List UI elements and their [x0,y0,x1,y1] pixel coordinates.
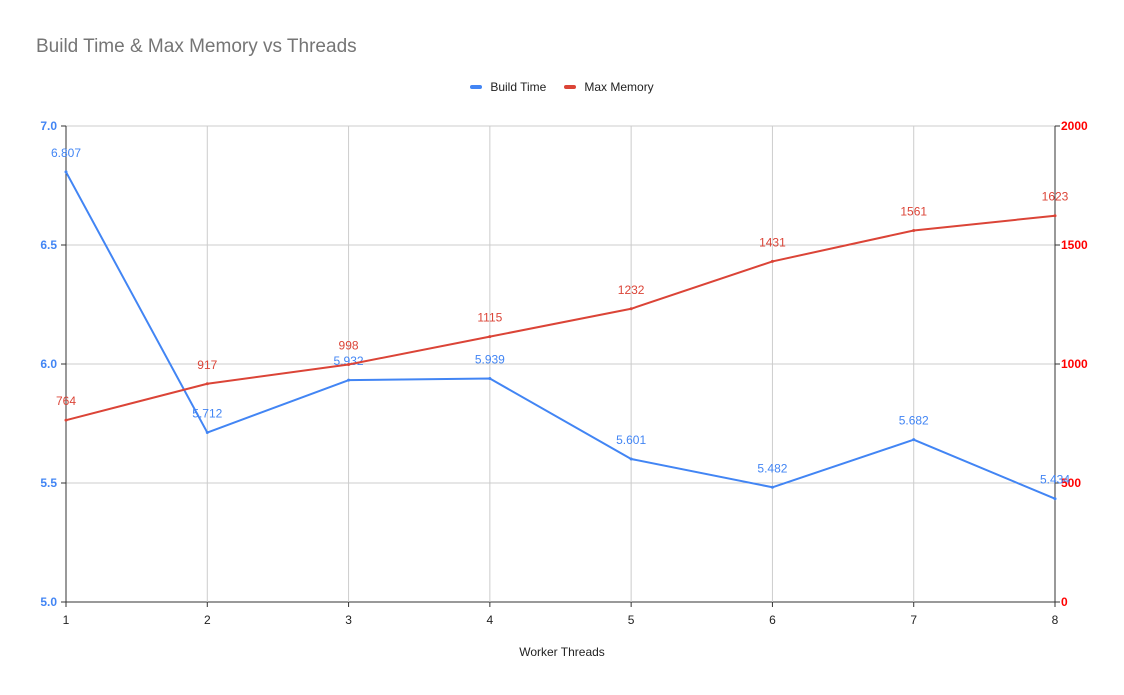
y-left-tick-label: 7.0 [40,119,57,133]
data-point [205,431,209,435]
y-left-tick-label: 6.5 [40,238,57,252]
data-point [770,485,774,489]
y-left-tick-label: 5.0 [40,595,57,609]
data-label: 5.712 [192,407,222,421]
x-tick-label: 7 [910,613,917,627]
data-point [64,418,68,422]
x-tick-label: 2 [204,613,211,627]
data-point [770,259,774,263]
y-left-tick-label: 5.5 [40,476,57,490]
data-label: 5.482 [757,461,787,475]
data-label: 1561 [900,204,927,218]
data-label: 917 [197,358,217,372]
legend-item-max-memory: Max Memory [564,80,654,94]
data-label: 5.939 [475,353,505,367]
data-point [1053,214,1057,218]
data-point [488,335,492,339]
x-tick-label: 6 [769,613,776,627]
data-label: 5.434 [1040,473,1070,487]
series-line-max-memory [65,214,1056,422]
chart-title: Build Time & Max Memory vs Threads [36,36,357,57]
data-label: 1623 [1042,190,1069,204]
y-right-tick-label: 1500 [1061,238,1088,252]
data-point [912,228,916,232]
data-label: 1232 [618,283,645,297]
x-tick-label: 3 [345,613,352,627]
x-tick-label: 4 [487,613,494,627]
y-right-tick-label: 2000 [1061,119,1088,133]
legend-swatch-max-memory [564,85,577,89]
data-label: 1431 [759,235,786,249]
legend-label-build-time: Build Time [490,80,547,94]
data-point [629,457,633,461]
data-point [488,377,492,381]
x-tick-label: 1 [63,613,70,627]
x-tick-label: 5 [628,613,635,627]
data-label: 998 [339,338,359,352]
legend-label-max-memory: Max Memory [584,80,654,94]
legend: Build Time Max Memory [0,80,1124,94]
data-point [1053,497,1057,501]
data-label: 5.601 [616,433,646,447]
data-label: 1115 [477,311,502,325]
x-axis-title: Worker Threads [519,645,605,659]
data-label: 5.682 [899,414,929,428]
data-point [629,307,633,311]
data-label: 764 [56,394,76,408]
data-point [205,382,209,386]
legend-item-build-time: Build Time [470,80,546,94]
y-left-tick-label: 6.0 [40,357,57,371]
y-right-tick-label: 0 [1061,595,1068,609]
series-line-build-time [65,171,1056,500]
y-right-tick-label: 500 [1061,476,1081,490]
data-point [64,170,68,174]
data-point [347,378,351,382]
legend-swatch-build-time [470,85,483,89]
x-tick-label: 8 [1052,613,1059,627]
data-label: 6.807 [51,146,81,160]
data-point [347,362,351,366]
y-right-tick-label: 1000 [1061,357,1088,371]
data-point [912,438,916,442]
